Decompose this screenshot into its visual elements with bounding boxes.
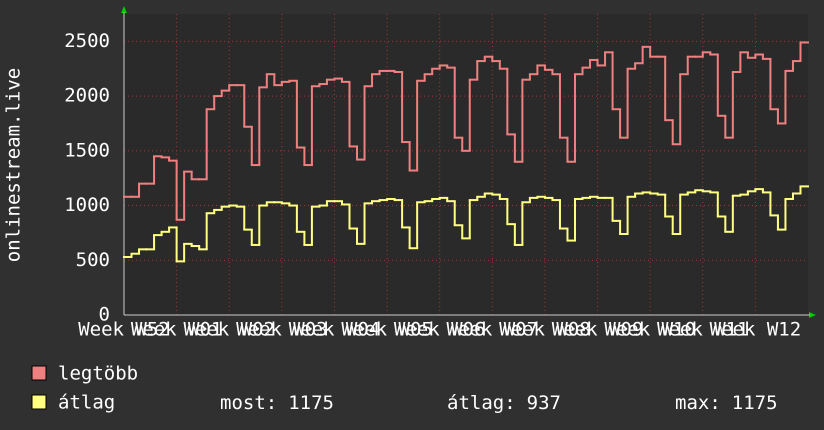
stat: most: 1175 xyxy=(220,392,334,414)
y-tick-label: 2500 xyxy=(64,30,110,52)
y-tick-label: 1500 xyxy=(64,139,110,161)
x-tick-label: Week W10 xyxy=(604,319,696,341)
x-tick-label: Week W11 xyxy=(657,319,749,341)
x-tick-label: Week W52 xyxy=(78,319,170,341)
legend-label: átlag xyxy=(58,392,115,414)
legend-swatch xyxy=(31,394,47,410)
stat-label: most: xyxy=(220,392,277,414)
stat: átlag: 937 xyxy=(447,392,561,414)
y-tick-label: 1000 xyxy=(64,194,110,216)
x-tick-label: Week W08 xyxy=(499,319,591,341)
x-tick-label: Week W03 xyxy=(236,319,328,341)
legend-swatch xyxy=(31,365,47,381)
stat-label: max: xyxy=(675,392,721,414)
axis-arrow xyxy=(809,312,816,318)
y-tick-label: 2000 xyxy=(64,85,110,107)
x-tick-label: Week W01 xyxy=(131,319,223,341)
stat-value: 1175 xyxy=(732,392,778,414)
x-tick-label: Week W07 xyxy=(447,319,539,341)
x-tick-label: Week W02 xyxy=(183,319,275,341)
x-tick-label: Week W09 xyxy=(552,319,644,341)
x-tick-label: Week W06 xyxy=(394,319,486,341)
x-tick-label: Week W12 xyxy=(710,319,802,341)
y-tick-label: 500 xyxy=(76,249,110,271)
stat: max: 1175 xyxy=(675,392,778,414)
stat-value: 937 xyxy=(527,392,561,414)
x-tick-label: Week W04 xyxy=(289,319,381,341)
legend-label: legtöbb xyxy=(58,363,138,385)
plot-area xyxy=(124,14,808,315)
y-axis-label: onlinestream.live xyxy=(3,68,25,262)
axis-arrow xyxy=(121,6,127,13)
y-tick-label: 0 xyxy=(99,304,110,326)
x-tick-label: Week W05 xyxy=(341,319,433,341)
stat-value: 1175 xyxy=(288,392,334,414)
stat-label: átlag: xyxy=(447,392,516,414)
